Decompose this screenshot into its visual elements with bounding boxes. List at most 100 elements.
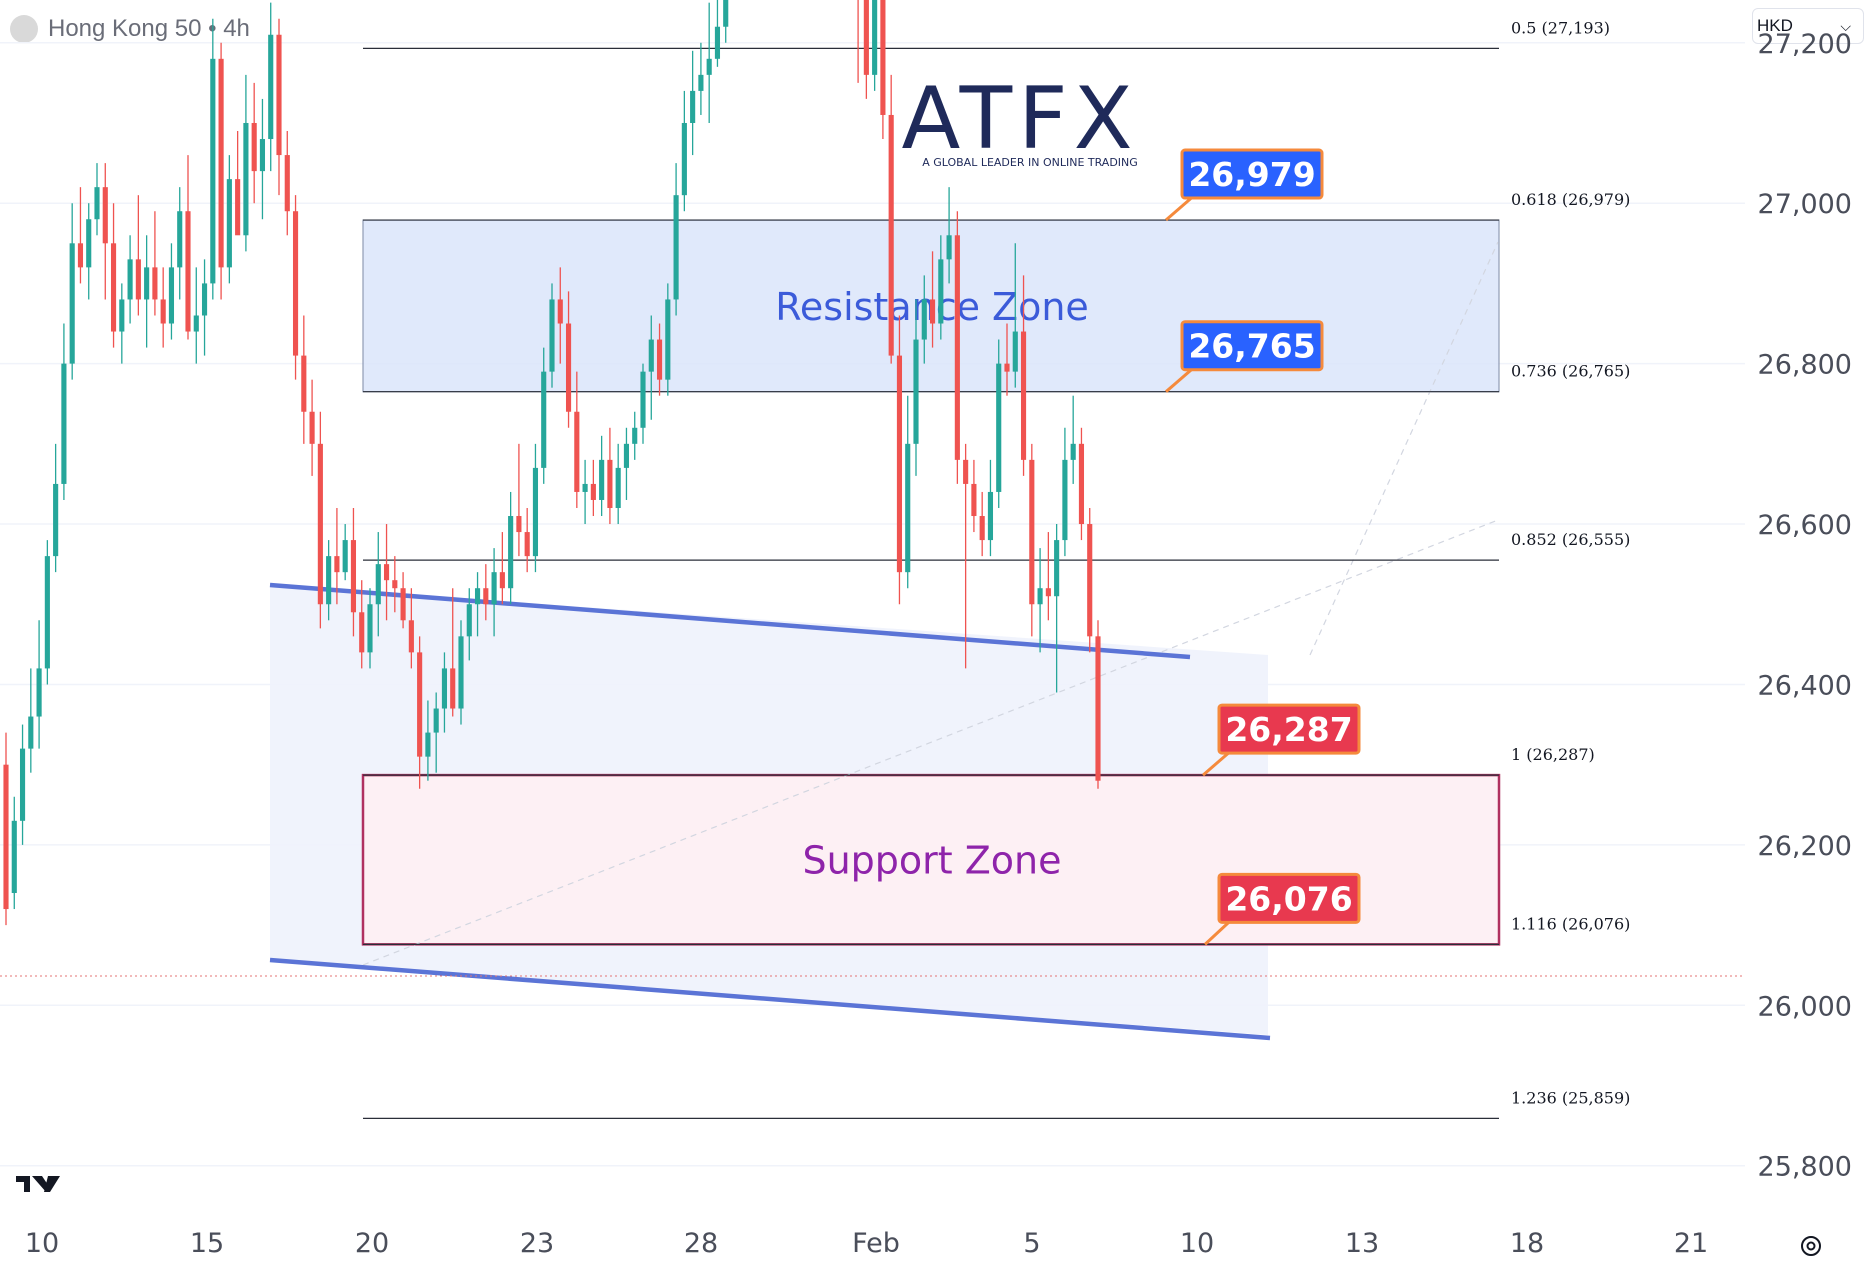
- candle-body: [392, 580, 398, 589]
- candle-body: [1045, 588, 1051, 597]
- candle-body: [954, 235, 960, 460]
- candle-body: [1029, 459, 1035, 605]
- candle-body: [665, 299, 671, 380]
- candle-body: [1087, 524, 1093, 637]
- fib-label-1: 1 (26,287): [1511, 745, 1595, 764]
- candle-body: [549, 299, 555, 372]
- candle-body: [193, 315, 199, 332]
- x-tick-label: 5: [1023, 1228, 1040, 1259]
- candle-body: [1037, 588, 1043, 605]
- candle-body: [152, 267, 158, 300]
- candle-body: [77, 243, 84, 268]
- price-badge-26,287: [1217, 703, 1361, 755]
- candle-body: [268, 34, 274, 140]
- price-axis[interactable]: 28,40028,20028,00027,80027,60027,40027,2…: [1758, 0, 1852, 1183]
- candle-body: [243, 122, 249, 236]
- y-tick-label: 25,800: [1758, 1152, 1852, 1183]
- candle-body: [1054, 540, 1060, 597]
- candle-body: [706, 58, 712, 75]
- y-tick-label: 26,000: [1758, 991, 1852, 1022]
- candle-body: [86, 219, 92, 268]
- candle-body: [326, 556, 332, 605]
- candle-body: [524, 532, 530, 557]
- x-tick-label: 10: [1180, 1228, 1214, 1259]
- candlesticks: [3, 0, 1101, 926]
- x-tick-label: 13: [1345, 1228, 1379, 1259]
- candle-body: [1004, 363, 1010, 372]
- symbol-header[interactable]: Hong Kong 50 • 4h: [10, 12, 250, 46]
- candle-body: [896, 355, 903, 573]
- candle-body: [541, 371, 547, 468]
- candle-body: [433, 708, 439, 733]
- candle-body: [474, 588, 481, 605]
- candle-body: [235, 179, 241, 236]
- candle-body: [69, 243, 75, 364]
- candle-body: [946, 235, 952, 260]
- trend-dashed-line: [362, 519, 1499, 966]
- candle-body: [648, 339, 654, 372]
- price-badge-label: 26,765: [1188, 327, 1315, 366]
- candle-body: [53, 483, 59, 557]
- symbol-logo-icon: [10, 15, 38, 43]
- atfx-logo: ATFX A GLOBAL LEADER IN ONLINE TRADING: [901, 69, 1137, 169]
- price-badge-26,076: [1217, 872, 1361, 924]
- candle-body: [317, 443, 323, 605]
- candle-body: [367, 604, 373, 653]
- candle-body: [1020, 331, 1027, 460]
- candle-body: [160, 299, 166, 324]
- channel-lower-line: [269, 957, 1271, 1041]
- time-axis[interactable]: 10 15 20 23 28 Feb 5 10 13 18 21: [25, 1228, 1708, 1259]
- candle-body: [963, 459, 969, 484]
- x-tick-label: 15: [190, 1228, 224, 1259]
- candle-body: [565, 323, 572, 412]
- fib-label-0.736: 0.736 (26,765): [1511, 362, 1630, 381]
- x-tick-label: 18: [1510, 1228, 1544, 1259]
- candle-body: [574, 411, 580, 492]
- candle-body: [168, 267, 175, 324]
- candle-body: [690, 90, 696, 123]
- candle-body: [1012, 331, 1018, 372]
- price-badges: 26,979 26,765 26,287 26,076: [1165, 148, 1361, 946]
- candle-body: [1078, 443, 1085, 525]
- fib-dashed-line: [1309, 241, 1499, 656]
- support-zone-label: Support Zone: [802, 839, 1061, 883]
- candle-body: [201, 283, 208, 316]
- candle-body: [698, 74, 704, 91]
- fibonacci-levels: 0 (28,099)0.116 (27,889)0.236 (27,671)0.…: [363, 18, 1630, 1119]
- candle-body: [632, 427, 638, 444]
- candle-body: [971, 483, 977, 517]
- candle-body: [673, 195, 679, 300]
- candle-body: [607, 459, 613, 508]
- candle-body: [226, 179, 232, 268]
- candle-body: [921, 299, 927, 340]
- candle-body: [979, 516, 985, 541]
- candle-body: [656, 339, 663, 380]
- x-tick-label: 10: [25, 1228, 59, 1259]
- price-badge-label: 26,287: [1225, 710, 1352, 749]
- candle-body: [350, 540, 357, 613]
- x-tick-label: Feb: [852, 1228, 900, 1259]
- candle-body: [127, 259, 133, 300]
- candle-body: [251, 122, 257, 172]
- candle-body: [996, 363, 1002, 492]
- y-tick-label: 26,600: [1758, 510, 1852, 541]
- candle-body: [590, 483, 596, 500]
- candle-body: [309, 411, 315, 444]
- candle-body: [102, 187, 108, 244]
- candle-body: [61, 363, 67, 484]
- candle-body: [714, 26, 721, 59]
- candle-body: [1062, 459, 1068, 541]
- fib-label-0.5: 0.5 (27,193): [1511, 18, 1610, 37]
- candle-body: [532, 467, 539, 557]
- candle-body: [582, 483, 588, 492]
- candle-body: [723, 0, 729, 27]
- candle-body: [1095, 636, 1101, 781]
- candle-body: [450, 668, 456, 709]
- currency-selector[interactable]: HKD ⌵: [1752, 8, 1864, 44]
- candle-body: [499, 572, 505, 589]
- settings-icon[interactable]: [1801, 1236, 1821, 1256]
- candle-body: [508, 516, 514, 589]
- candle-body: [872, 0, 878, 75]
- candle-body: [292, 211, 299, 356]
